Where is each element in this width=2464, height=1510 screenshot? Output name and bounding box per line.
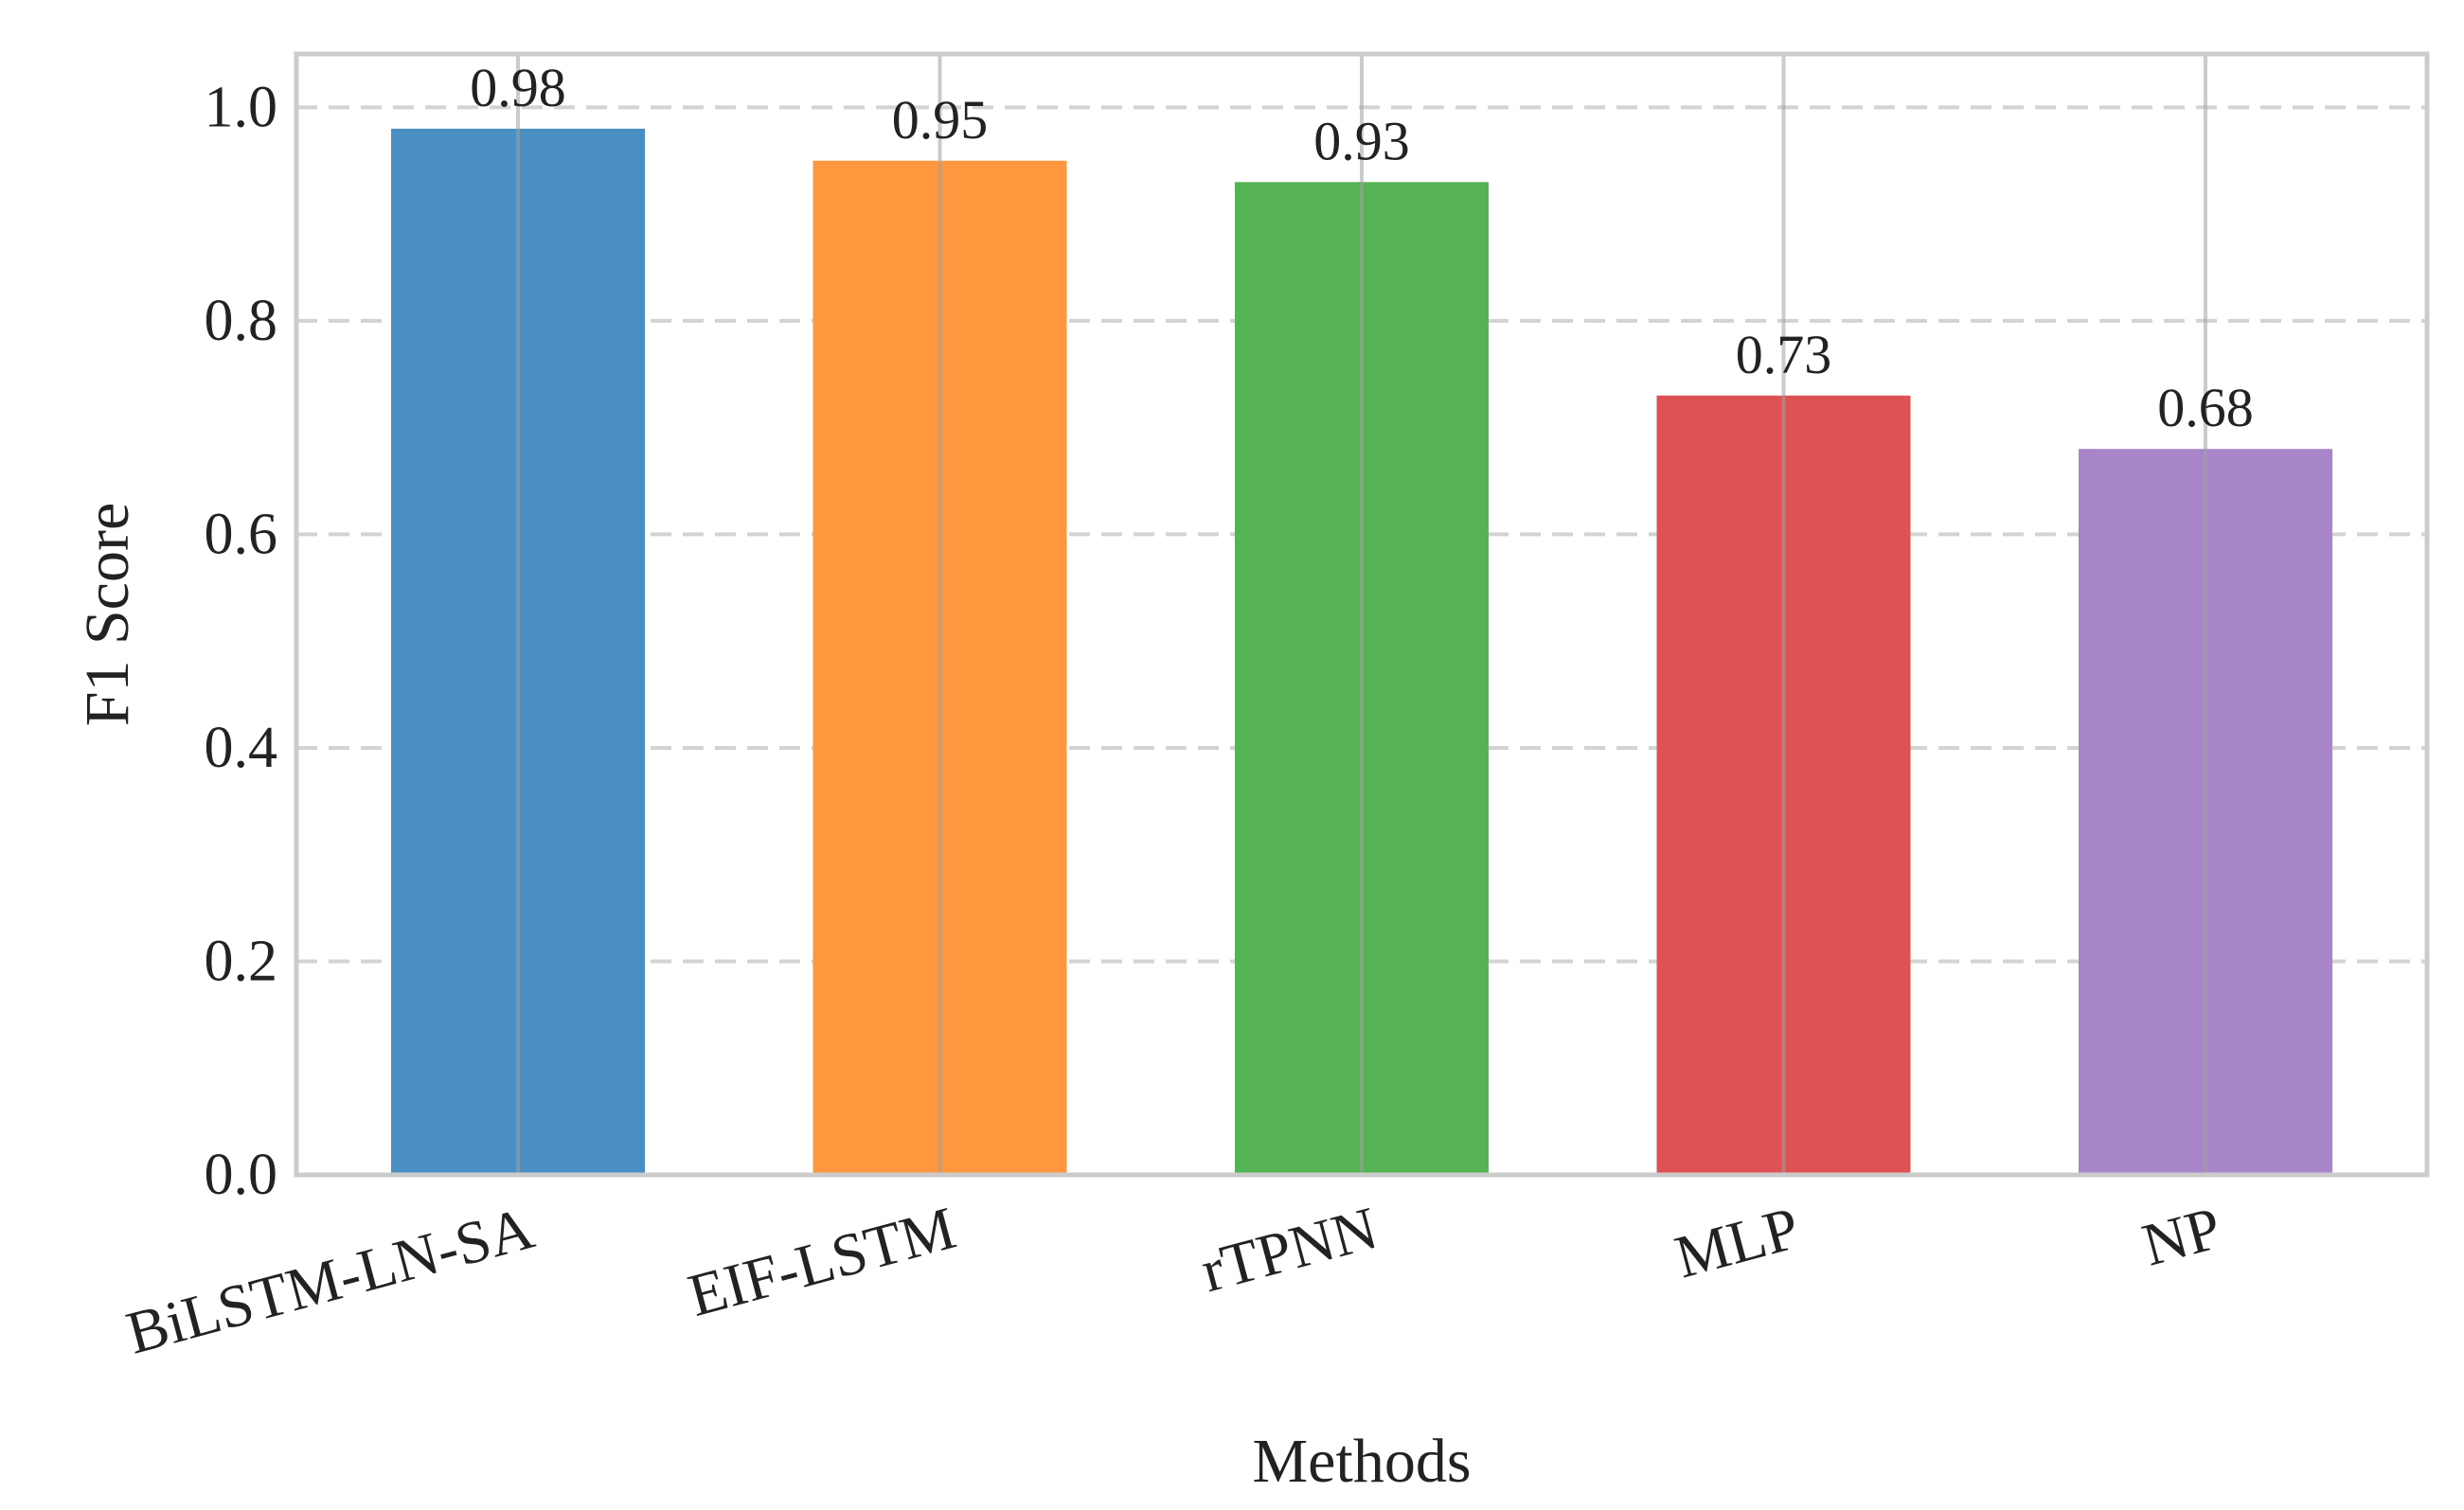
x-tick-label: MLP (1669, 1194, 1806, 1291)
bar-value-label: 0.68 (2157, 377, 2254, 438)
x-tick-label: rTPNN (1194, 1194, 1384, 1305)
y-axis-title: F1 Score (73, 503, 142, 726)
y-tick-label: 0.2 (205, 929, 278, 993)
x-tick-label: NP (2135, 1194, 2227, 1279)
y-tick-label: 0.8 (205, 289, 278, 353)
y-tick-label: 1.0 (205, 75, 278, 139)
plot-frame (294, 51, 2430, 1178)
bar-value-label: 0.98 (470, 57, 566, 118)
y-tick-label: 0.4 (205, 716, 278, 780)
bar-value-label: 0.95 (892, 89, 989, 151)
frame-layer (294, 51, 2430, 1178)
bars-layer (391, 54, 2332, 1175)
bar-value-label: 0.93 (1313, 110, 1410, 171)
y-tick-label: 0.0 (205, 1143, 278, 1207)
x-tick-label: BiLSTM-LN-SA (119, 1194, 540, 1367)
bar-value-label: 0.73 (1736, 324, 1832, 385)
x-tick-label: EIF-LSTM (682, 1194, 963, 1329)
x-axis-title: Methods (1253, 1427, 1472, 1496)
y-tick-label: 0.6 (205, 502, 278, 566)
